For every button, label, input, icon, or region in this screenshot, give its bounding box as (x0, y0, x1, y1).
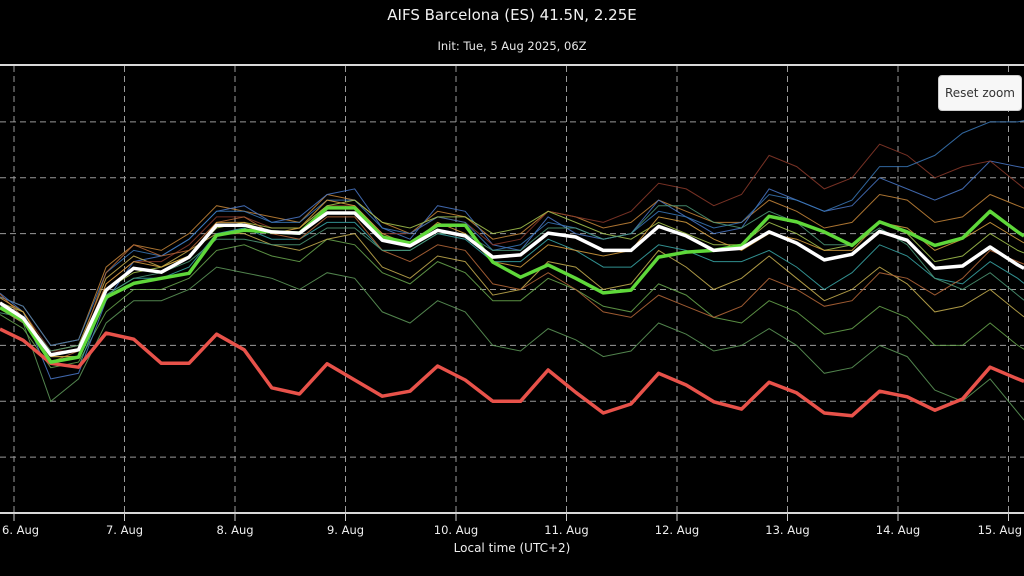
ensemble-member-line-7 (0, 120, 1024, 346)
x-tick-label: 6. Aug (2, 523, 39, 537)
highlight-series (0, 206, 1024, 418)
x-tick-label: 7. Aug (106, 523, 143, 537)
white-series-line (0, 211, 1024, 357)
x-tick-label: 13. Aug (765, 523, 809, 537)
ensemble-member-line-8 (0, 221, 1024, 369)
red-series-line (0, 327, 1024, 418)
ensemble-member-line-5 (0, 143, 1024, 352)
plot-frame (0, 64, 1024, 514)
x-axis-label: Local time (UTC+2) (453, 541, 571, 555)
reset-zoom-button[interactable]: Reset zoom (938, 75, 1022, 111)
x-tick-label: 10. Aug (434, 523, 478, 537)
ensemble-member-line-4 (0, 233, 1024, 352)
x-tick-label: 12. Aug (655, 523, 699, 537)
ensemble-member-line-6 (0, 266, 1024, 421)
grid (0, 66, 1024, 513)
x-tick-label: 11. Aug (544, 523, 588, 537)
x-tick-label: 14. Aug (876, 523, 920, 537)
chart-subtitle: Init: Tue, 5 Aug 2025, 06Z (437, 39, 587, 53)
x-tick-label: 8. Aug (216, 523, 253, 537)
ensemble-member-line-1 (0, 193, 1024, 346)
chart-title: AIFS Barcelona (ES) 41.5N, 2.25E (387, 6, 637, 24)
x-tick-label: 15. Aug (978, 523, 1022, 537)
ensemble-member-line-2 (0, 238, 1024, 369)
x-axis-ticks: 6. Aug 7. Aug 8. Aug 9. Aug 10. Aug 11. Aug 12… (2, 513, 1022, 537)
x-tick-label: 9. Aug (327, 523, 364, 537)
ensemble-member-line-10 (0, 216, 1024, 363)
green-series-line (0, 206, 1024, 364)
